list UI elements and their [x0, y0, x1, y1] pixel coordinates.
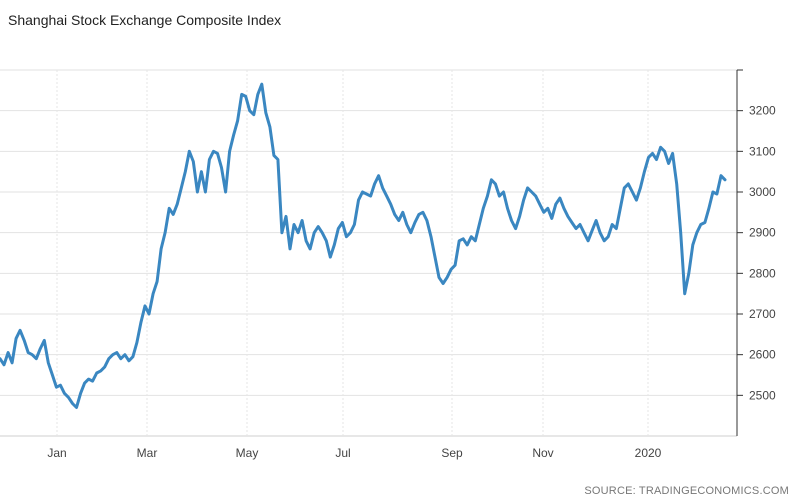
x-tick-label: Jul — [335, 446, 350, 460]
x-tick-label: Nov — [532, 446, 553, 460]
y-tick-label: 3000 — [749, 185, 776, 199]
x-tick-label: Sep — [441, 446, 463, 460]
y-tick-label: 2600 — [749, 348, 776, 362]
y-tick-label: 3100 — [749, 144, 776, 158]
y-tick-label: 2900 — [749, 226, 776, 240]
series-line — [0, 82, 727, 409]
series-layer — [0, 82, 727, 409]
x-tick-label: May — [236, 446, 259, 460]
x-tick-label: Jan — [47, 446, 66, 460]
grid-lines — [0, 69, 737, 437]
y-tick-label: 2500 — [749, 388, 776, 402]
y-tick-label: 3200 — [749, 104, 776, 118]
chart-title: Shanghai Stock Exchange Composite Index — [8, 12, 282, 28]
source-note: SOURCE: TRADINGECONOMICS.COM — [584, 485, 789, 497]
y-tick-labels: 2500 2600 2700 2800 2900 3000 3100 3200 — [749, 104, 776, 403]
y-tick-label: 2800 — [749, 266, 776, 280]
x-tick-labels: Jan Mar May Jul Sep Nov 2020 — [47, 446, 661, 460]
y-tick-label: 2700 — [749, 307, 776, 321]
y-axis — [736, 69, 743, 436]
x-tick-label: Mar — [137, 446, 158, 460]
x-tick-label: 2020 — [635, 446, 662, 460]
